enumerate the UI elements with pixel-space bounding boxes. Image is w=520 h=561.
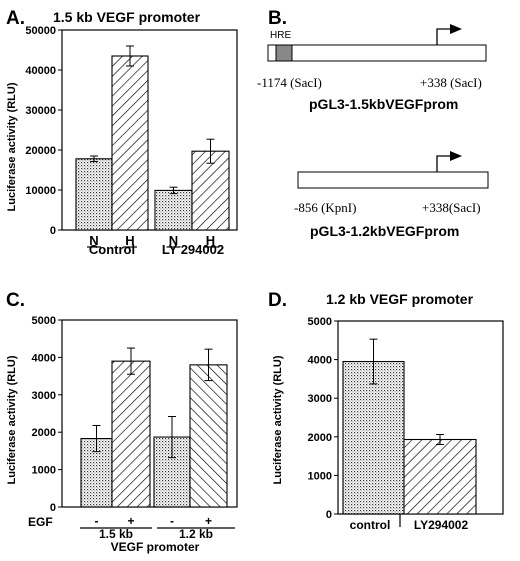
chart-d-ytick-label: 0 — [326, 509, 332, 521]
chart-a-ytick-label: 20000 — [25, 145, 56, 157]
panel-a-title: 1.5 kb VEGF promoter — [53, 9, 201, 25]
hre-box — [275, 44, 293, 62]
chart-d-ytick-label: 3000 — [308, 393, 332, 405]
construct2-left-site: -856 (KpnI) — [294, 200, 356, 215]
construct2-name: pGL3-1.2kbVEGFprom — [310, 223, 459, 239]
panel-d-letter: D. — [268, 290, 287, 311]
chart-a-ytick-label: 10000 — [25, 185, 56, 197]
hre-label: HRE — [270, 30, 291, 41]
construct1-bar — [267, 44, 487, 62]
chart-a-ytick-label: 0 — [50, 225, 56, 237]
panel-b: B. HRE -1174 (SacI) +338 (SacI) pGL3-1.5… — [257, 8, 489, 239]
chart-d-ytick-label: 4000 — [308, 355, 332, 367]
chart-d-ytick-label: 2000 — [308, 432, 332, 444]
tss-arrow-1-line — [436, 28, 452, 45]
chart-c-ytick-label: 1000 — [32, 465, 56, 477]
panel-c-group-label-15kb: 1.5 kb — [99, 527, 133, 541]
chart-c-bar-4 — [189, 364, 228, 508]
panel-c: C. Luciferase activity (RLU) 0 1000 2000 30… — [6, 290, 238, 554]
chart-d-plot: 0 1000 2000 3000 4000 5000 control LY294002 — [308, 316, 504, 532]
chart-c-ytick-label: 0 — [50, 502, 56, 514]
construct2-right-site: +338(SacI) — [422, 200, 481, 215]
chart-a-frame — [61, 29, 238, 231]
chart-a-bar-4 — [191, 150, 230, 231]
chart-c-ytick-label: 2000 — [32, 427, 56, 439]
chart-a-ytick-label: 50000 — [25, 25, 56, 37]
chart-c-category-label-3: - — [170, 514, 174, 528]
tss-arrow-2-head — [450, 151, 462, 161]
chart-d-ytick-label: 5000 — [308, 316, 332, 328]
panel-c-egf-label: EGF — [28, 515, 53, 529]
chart-c-ytick-label: 3000 — [32, 390, 56, 402]
panel-b-letter: B. — [268, 8, 287, 29]
construct1-right-site: +338 (SacI) — [420, 75, 482, 90]
panel-c-ylabel: Luciferase activity (RLU) — [6, 355, 18, 484]
chart-a-plot: 0 10000 20000 30000 40000 50000 N H N H — [25, 25, 238, 248]
panel-a-letter: A. — [6, 8, 25, 29]
chart-a-bar-2 — [111, 55, 149, 231]
chart-c-category-label-4: + — [205, 514, 212, 528]
chart-a-category-label-3: N — [169, 233, 178, 248]
panel-a: A. 1.5 kb VEGF promoter Luciferase activ… — [6, 8, 238, 257]
tss-arrow-2-line — [436, 155, 452, 172]
construct1-left-site: -1174 (SacI) — [257, 75, 322, 90]
chart-d-category-label-2: LY294002 — [414, 518, 469, 532]
chart-c-ytick-label: 5000 — [32, 315, 56, 327]
panel-c-xlabel: VEGF promoter — [111, 540, 200, 554]
chart-c-category-label-2: + — [127, 514, 134, 528]
tss-arrow-1-head — [450, 24, 462, 34]
panel-c-letter: C. — [6, 290, 25, 311]
panel-a-group-label-ly: LY 294002 — [162, 242, 224, 257]
construct1-name: pGL3-1.5kbVEGFprom — [309, 96, 458, 112]
chart-d-category-label-1: control — [350, 518, 391, 532]
chart-a-category-label-1: N — [89, 233, 98, 248]
chart-a-ytick-label: 40000 — [25, 65, 56, 77]
panel-c-group-label-12kb: 1.2 kb — [179, 527, 213, 541]
chart-c-ytick-label: 4000 — [32, 352, 56, 364]
chart-c-bar-2 — [111, 360, 151, 508]
construct2-bar — [297, 171, 489, 189]
chart-a-category-label-4: H — [206, 233, 215, 248]
panel-a-ylabel: Luciferase activity (RLU) — [6, 82, 18, 211]
chart-a-category-label-2: H — [125, 233, 134, 248]
chart-d-bar-2 — [403, 438, 477, 515]
chart-a-bar-1 — [75, 158, 113, 231]
chart-c-category-label-1: - — [95, 514, 99, 528]
panel-d: D. 1.2 kb VEGF promoter Luciferase activ… — [268, 290, 504, 532]
chart-a-bar-3 — [154, 189, 193, 231]
chart-a-ytick-label: 30000 — [25, 105, 56, 117]
chart-d-ytick-label: 1000 — [308, 470, 332, 482]
chart-c-plot: 0 1000 2000 3000 4000 5000 - + - + — [32, 315, 238, 529]
panel-d-title: 1.2 kb VEGF promoter — [326, 291, 474, 307]
panel-d-ylabel: Luciferase activity (RLU) — [272, 355, 284, 484]
panel-a-group-label-control: Control — [89, 242, 135, 257]
